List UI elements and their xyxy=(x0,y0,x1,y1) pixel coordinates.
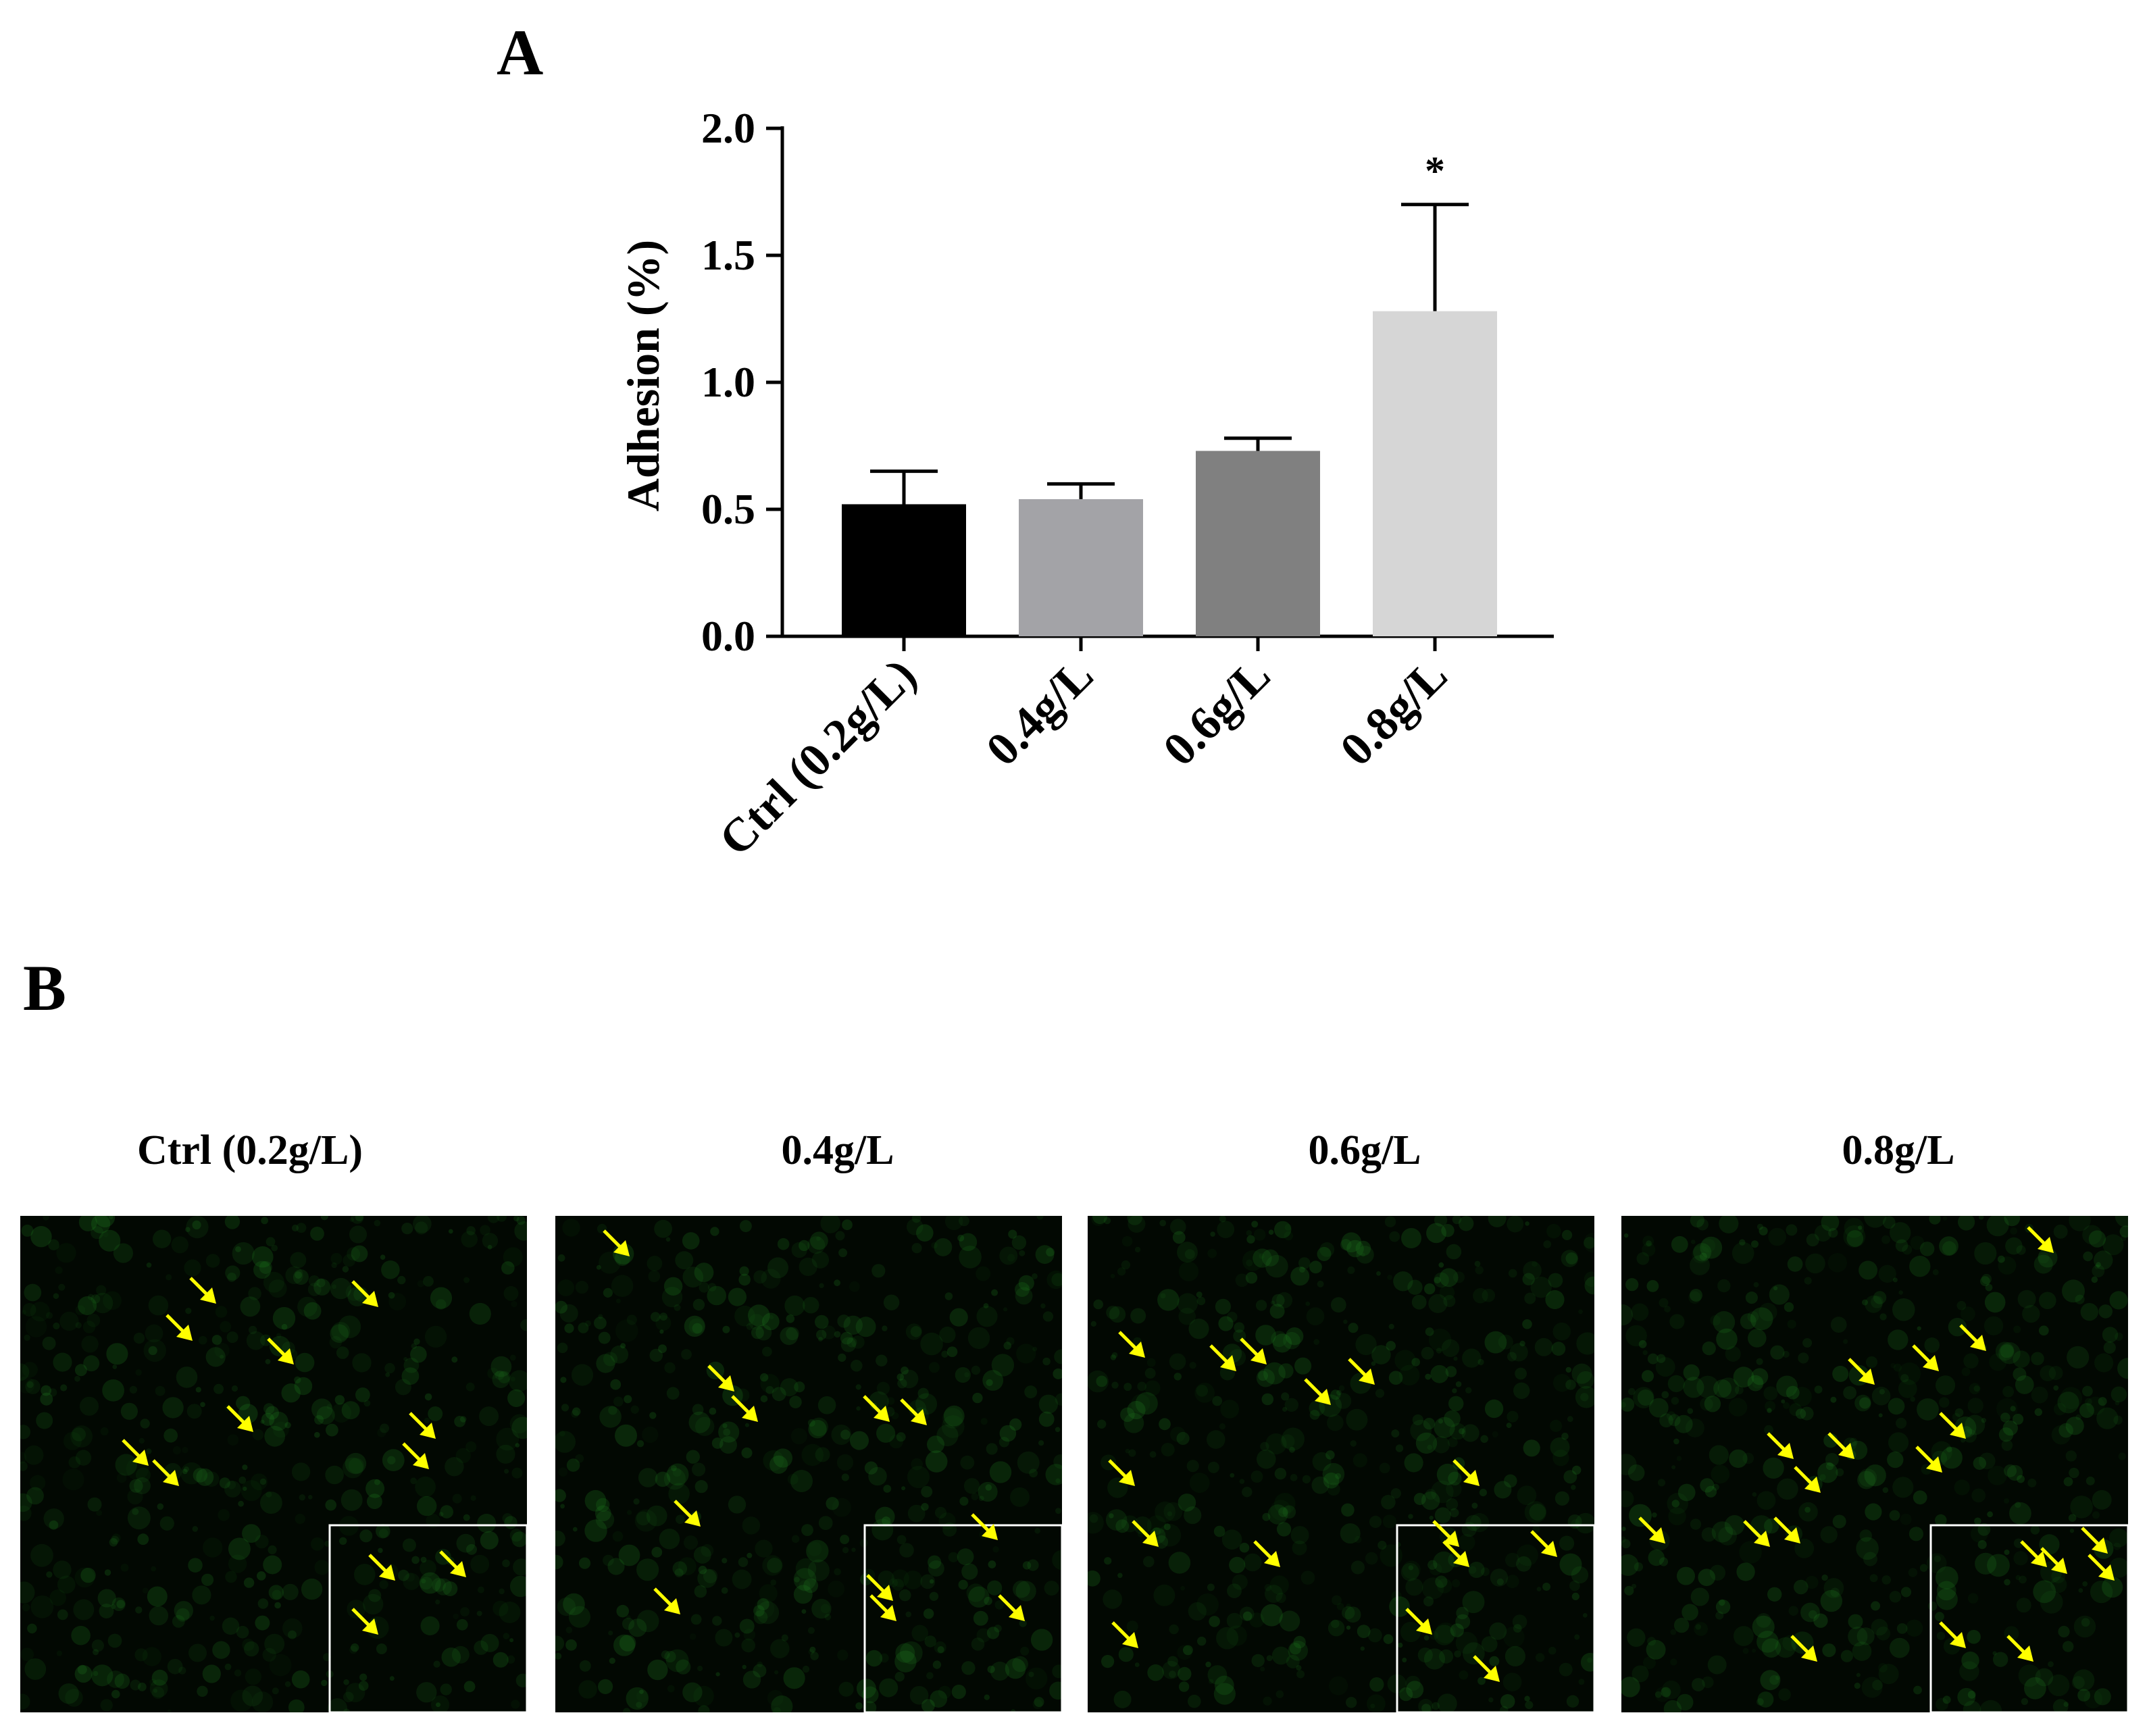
bar xyxy=(842,504,966,636)
arrow-icon xyxy=(869,1594,896,1621)
y-axis-title: Adhesion (%) xyxy=(617,240,669,511)
y-tick-label: 0.0 xyxy=(701,612,755,660)
arrow-icon xyxy=(1209,1344,1236,1371)
micrograph-0-6 xyxy=(1088,1216,1594,1712)
arrow-icon xyxy=(1767,1432,1794,1459)
arrow-icon xyxy=(1794,1466,1821,1493)
fluorescent-cells xyxy=(1621,1216,2128,1712)
arrow-icon xyxy=(2081,1527,2108,1554)
arrow-icon xyxy=(1405,1608,1432,1635)
arrow-icon xyxy=(1240,1337,1267,1364)
arrow-icon xyxy=(1348,1358,1375,1385)
arrow-icon xyxy=(1253,1540,1280,1567)
arrow-icon xyxy=(1638,1516,1665,1543)
arrow-icon xyxy=(152,1459,179,1486)
zoom-inset xyxy=(863,1524,1062,1712)
bar-chart: 0.0 0.5 1.0 1.5 2.0 Adhesion (%) Ctrl (0.2g/L)… xyxy=(617,104,1554,866)
y-tick-label: 1.5 xyxy=(701,231,755,279)
arrow-icon xyxy=(1530,1530,1557,1557)
x-tick-label: Ctrl (0.2g/L) xyxy=(709,649,926,866)
micrograph-image xyxy=(555,1216,1062,1712)
arrow-icon xyxy=(1848,1358,1875,1385)
arrow-icon xyxy=(368,1554,395,1581)
micrograph-image xyxy=(1621,1216,2128,1712)
arrow-icon xyxy=(1108,1459,1135,1486)
arrow-icon xyxy=(351,1280,378,1307)
arrow-icon xyxy=(998,1594,1025,1621)
arrow-icon xyxy=(866,1574,893,1601)
micrograph-title-ctrl: Ctrl (0.2g/L) xyxy=(136,1127,363,1173)
arrow-icon xyxy=(2040,1547,2067,1574)
fluorescent-cells xyxy=(555,1216,1062,1712)
arrow-icon xyxy=(351,1608,378,1635)
y-tick-label: 2.0 xyxy=(701,104,755,152)
arrow-icon xyxy=(122,1439,149,1466)
arrow-icon xyxy=(1132,1520,1159,1547)
arrow-icon xyxy=(2006,1635,2033,1662)
arrow-icon xyxy=(1915,1446,1942,1473)
arrow-icon xyxy=(731,1395,758,1422)
arrow-icon xyxy=(402,1442,429,1469)
arrow-icon xyxy=(2020,1540,2047,1567)
fluorescent-cells xyxy=(20,1216,527,1712)
y-tick-label: 1.0 xyxy=(701,358,755,406)
arrow-icon xyxy=(1959,1324,1986,1351)
bar xyxy=(1196,451,1320,636)
micrograph-image xyxy=(1088,1216,1594,1712)
panel-a-label: A xyxy=(497,16,544,88)
panel-b-label: B xyxy=(23,952,67,1024)
micrograph-title-0-4: 0.4g/L xyxy=(781,1127,894,1173)
arrow-icon xyxy=(1452,1459,1480,1486)
bar xyxy=(1373,311,1497,636)
arrow-icon xyxy=(653,1587,680,1614)
micrograph-0-8 xyxy=(1621,1216,2128,1712)
arrow-icon xyxy=(2027,1226,2054,1253)
x-tick-label: 0.8g/L xyxy=(1330,649,1457,776)
arrow-icon xyxy=(1912,1344,1939,1371)
arrow-icon xyxy=(2088,1554,2115,1581)
arrow-icon xyxy=(1743,1520,1770,1547)
arrow-icon xyxy=(439,1550,466,1577)
arrow-icon xyxy=(1939,1621,1966,1648)
significance-marker: * xyxy=(1425,149,1445,193)
arrow-icon xyxy=(1111,1621,1138,1648)
arrow-icon xyxy=(1442,1540,1469,1567)
x-tick-label: 0.4g/L xyxy=(976,649,1103,776)
arrow-icon xyxy=(189,1277,216,1304)
zoom-inset xyxy=(328,1524,527,1712)
arrow-icon xyxy=(603,1229,630,1256)
arrow-icon xyxy=(166,1314,193,1341)
zoom-inset xyxy=(1929,1524,2128,1712)
arrow-icon xyxy=(1939,1412,1966,1439)
x-tick-label: 0.6g/L xyxy=(1153,649,1280,776)
arrow-icon xyxy=(1773,1516,1800,1543)
y-tick-label: 0.5 xyxy=(701,485,755,533)
arrow-icon xyxy=(1790,1635,1817,1662)
bar xyxy=(1019,499,1143,636)
arrow-icon xyxy=(1473,1655,1500,1682)
arrow-icon xyxy=(707,1364,734,1392)
micrograph-title-0-6: 0.6g/L xyxy=(1308,1127,1421,1173)
arrow-icon xyxy=(1118,1331,1145,1358)
arrow-icon xyxy=(900,1398,927,1425)
arrow-icon xyxy=(863,1395,890,1422)
arrow-icon xyxy=(1827,1432,1854,1459)
micrograph-image xyxy=(20,1216,527,1712)
arrow-icon xyxy=(971,1513,998,1540)
micrograph-0-4 xyxy=(555,1216,1062,1712)
fluorescent-cells xyxy=(1088,1216,1594,1712)
zoom-inset xyxy=(1396,1524,1594,1712)
arrow-icon xyxy=(267,1337,294,1364)
micrograph-title-0-8: 0.8g/L xyxy=(1842,1127,1955,1173)
arrow-icon xyxy=(226,1405,253,1432)
arrow-icon xyxy=(674,1500,701,1527)
arrow-icon xyxy=(409,1412,436,1439)
arrow-icon xyxy=(1304,1378,1331,1405)
micrograph-ctrl xyxy=(20,1216,527,1712)
